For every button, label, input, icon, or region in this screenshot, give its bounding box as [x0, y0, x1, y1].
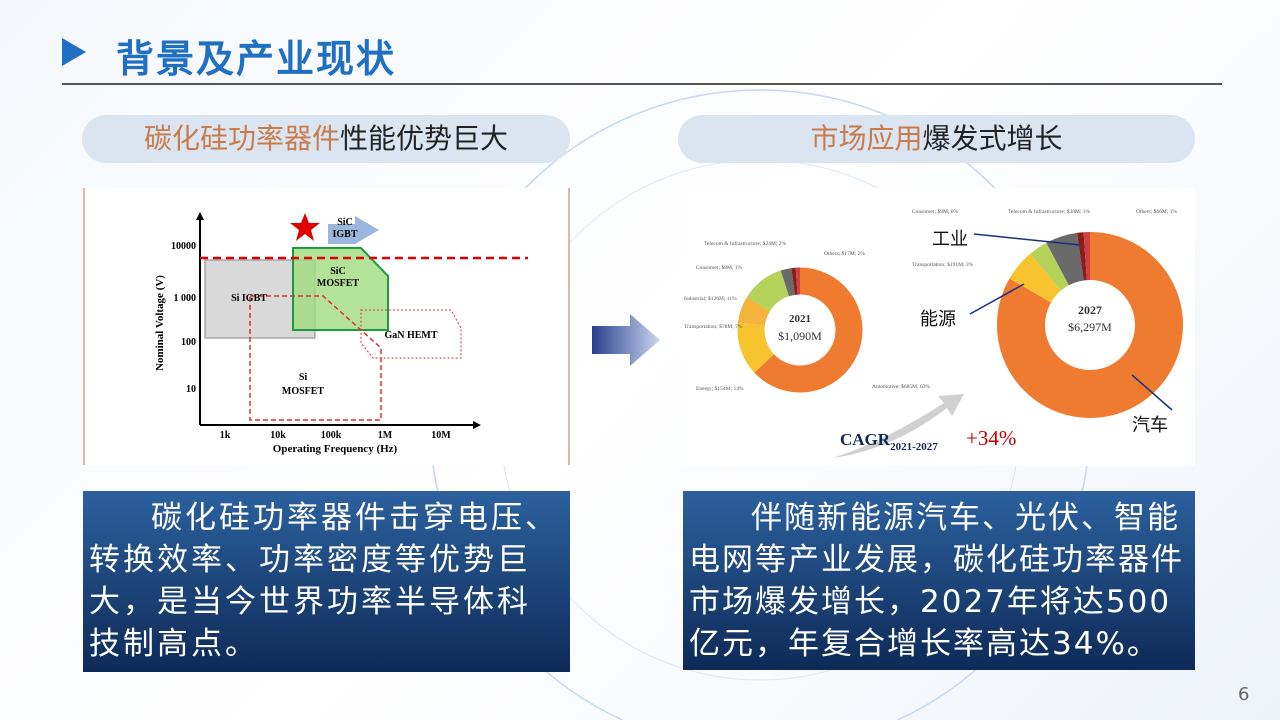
heading-text: 性能优势巨大	[340, 122, 509, 155]
segment-label: Consumer; $8M; 1%	[696, 264, 743, 271]
segment-label: Industrial; $126M; 11%	[684, 295, 737, 302]
cagr-period: 2021-2027	[890, 441, 938, 453]
callout: 能源	[920, 309, 956, 329]
callout: 汽车	[1132, 415, 1168, 435]
page-number: 6	[1238, 684, 1250, 705]
heading-highlight: 市场应用	[810, 122, 923, 155]
donut-segment	[780, 268, 796, 297]
region-label: IGBT	[332, 229, 357, 240]
market-figure: Telecom & Infrastructure; $24M; 2% Other…	[682, 188, 1195, 466]
donut-segment	[746, 270, 790, 312]
segment-label: Automotive; $685M; 63%	[872, 383, 930, 390]
region-label: SiC	[330, 266, 346, 277]
donut-year: 2027	[1078, 303, 1102, 317]
x-tick-label: 10k	[270, 430, 286, 441]
donut-segment	[1009, 253, 1062, 304]
heading-text: 爆发式增长	[922, 122, 1063, 155]
callout: 工业	[932, 229, 968, 249]
region-label: Si	[299, 372, 308, 383]
cagr-label: CAGR	[840, 430, 891, 449]
x-axis-label: Operating Frequency (Hz)	[273, 443, 398, 455]
x-tick-label: 10M	[431, 430, 451, 441]
segment-label: Others; $66M; 1%	[1136, 208, 1177, 215]
device-comparison-figure: SiC IGBT SiC MOSFET Si IGBT GaN HEMT Si …	[83, 188, 570, 465]
cagr-growth: +34%	[966, 426, 1016, 450]
donut-segment	[1046, 232, 1085, 286]
y-tick-label: 100	[181, 337, 196, 348]
x-tick-label: 1k	[220, 430, 231, 441]
right-body-text: 伴随新能源汽车、光伏、智能电网等产业发展，碳化硅功率器件市场爆发增长，2027年…	[683, 491, 1195, 670]
region-label: Si IGBT	[231, 293, 267, 304]
region-label: SiC	[337, 217, 353, 228]
segment-label: Others; $17M; 2%	[824, 250, 865, 257]
left-heading: 碳化硅功率器件性能优势巨大	[82, 115, 570, 163]
segment-label: Transportation; $78M; 7%	[684, 323, 743, 330]
donut-segment	[1077, 232, 1088, 281]
segment-label: Telecom & Infrastructure; $24M; 2%	[704, 240, 787, 247]
y-tick-label: 10000	[171, 241, 196, 252]
y-tick-label: 10	[186, 384, 196, 395]
donut-segment	[997, 232, 1183, 418]
donut-segment	[737, 296, 771, 327]
region-label: GaN HEMT	[384, 330, 437, 341]
slide-title: 背景及产业现状	[116, 37, 397, 81]
region-label: MOSFET	[317, 278, 360, 289]
heading-highlight: 碳化硅功率器件	[143, 122, 340, 155]
x-tick-label: 100k	[321, 430, 342, 441]
donut-year: 2021	[789, 313, 811, 325]
donut-total: $1,090M	[778, 329, 822, 343]
donut-segment	[737, 322, 775, 373]
left-body-text: 碳化硅功率器件击穿电压、转换效率、功率密度等优势巨大，是当今世界功率半导体科技制…	[83, 491, 570, 672]
right-heading: 市场应用爆发式增长	[678, 115, 1195, 163]
region-label: MOSFET	[282, 386, 325, 397]
donut-segment	[1030, 242, 1070, 291]
segment-label: Telecom & Infrastructure; $38M; 1%	[1008, 208, 1091, 215]
x-tick-label: 1M	[378, 430, 393, 441]
y-axis-label: Nominal Voltage (V)	[154, 275, 166, 371]
segment-label: Energy; $154M; 14%	[696, 385, 744, 392]
y-tick-label: 1 000	[174, 293, 197, 304]
donut-segment	[754, 267, 863, 393]
segment-label: Consumer; $9M; 0%	[912, 208, 959, 215]
segment-label: Transportation; $191M; 3%	[912, 261, 974, 268]
donut-total: $6,297M	[1068, 320, 1112, 334]
svg-text:CAGR2021-2027: CAGR2021-2027	[840, 430, 938, 453]
